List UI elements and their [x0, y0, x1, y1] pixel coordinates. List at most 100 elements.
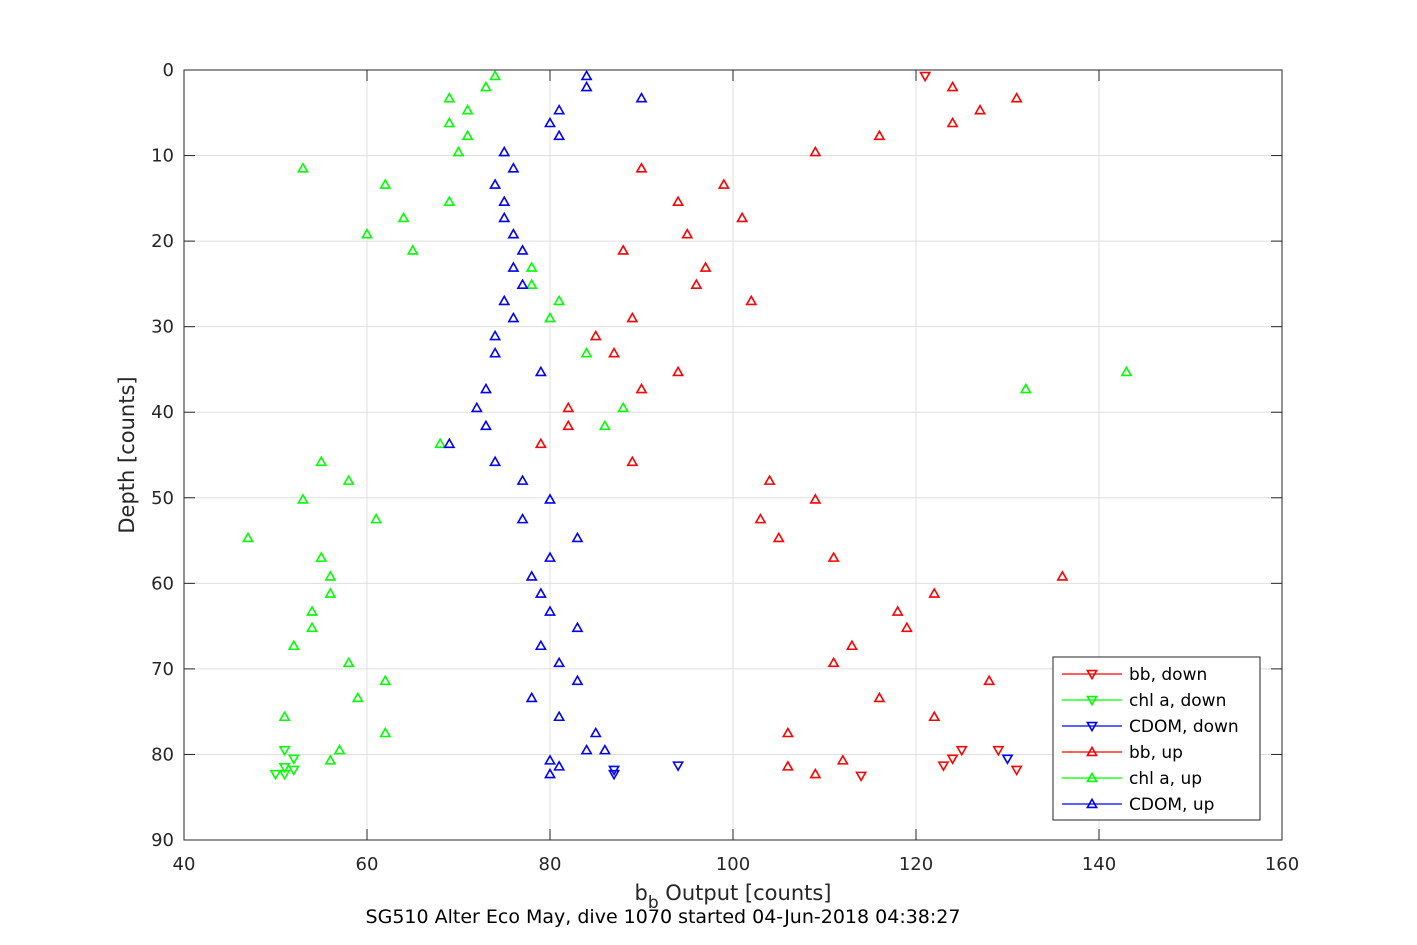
legend-label: CDOM, down — [1129, 717, 1239, 737]
data-point — [315, 551, 328, 562]
legend-label: chl a, up — [1129, 769, 1202, 789]
data-point — [553, 710, 566, 722]
data-point — [498, 294, 511, 306]
legend-label: bb, down — [1129, 665, 1207, 685]
data-point — [873, 691, 886, 703]
y-tick-label: 40 — [151, 402, 174, 423]
data-point — [562, 419, 575, 431]
legend-label: CDOM, up — [1129, 795, 1214, 815]
data-point — [571, 621, 584, 633]
data-point — [690, 278, 703, 289]
data-point — [525, 278, 538, 289]
data-point — [608, 346, 621, 358]
data-point — [553, 103, 566, 115]
data-point — [379, 674, 392, 686]
data-point — [397, 211, 410, 223]
data-point — [370, 512, 383, 524]
data-point — [452, 145, 465, 157]
legend-item: CDOM, up — [1062, 795, 1214, 815]
data-point — [717, 178, 730, 189]
x-axis-label-main: b — [634, 881, 647, 905]
x-tick-label: 120 — [899, 854, 933, 875]
data-point — [589, 726, 602, 738]
legend-item: chl a, down — [1062, 691, 1226, 711]
data-point — [598, 419, 611, 431]
data-point — [827, 551, 840, 562]
data-point — [498, 211, 511, 223]
data-point — [287, 639, 300, 651]
data-point — [507, 261, 520, 272]
data-point — [1001, 754, 1014, 765]
data-point — [928, 710, 941, 722]
data-point — [672, 195, 685, 207]
data-point — [342, 656, 355, 668]
data-point — [580, 69, 593, 81]
data-point — [1019, 382, 1032, 394]
data-point — [845, 639, 858, 651]
data-point — [498, 145, 511, 157]
data-point — [946, 116, 959, 128]
data-point — [443, 116, 456, 128]
data-point — [809, 767, 822, 779]
data-point — [873, 129, 886, 141]
data-point — [1010, 92, 1023, 103]
series-4 — [242, 69, 1133, 765]
y-tick-label: 70 — [151, 659, 174, 680]
x-tick-label: 80 — [539, 854, 562, 875]
data-point — [974, 103, 987, 115]
data-point — [461, 103, 474, 115]
data-point — [443, 92, 456, 103]
data-point — [598, 743, 611, 755]
data-point — [544, 116, 556, 128]
x-axis-label-subscript: b — [648, 893, 659, 913]
data-point — [781, 726, 794, 738]
data-point — [580, 743, 593, 755]
data-point — [278, 745, 291, 757]
data-point — [983, 674, 996, 686]
data-point — [516, 474, 529, 485]
data-point — [754, 512, 767, 524]
data-point — [379, 726, 392, 738]
data-point — [626, 311, 639, 323]
data-point — [553, 656, 566, 668]
x-tick-label: 60 — [356, 854, 379, 875]
data-point — [672, 365, 685, 377]
legend-item: bb, up — [1062, 743, 1183, 763]
data-point — [992, 745, 1005, 757]
data-point — [553, 294, 566, 306]
data-point — [809, 145, 822, 157]
data-point — [946, 754, 959, 765]
data-point — [672, 761, 685, 772]
data-point — [553, 760, 566, 771]
data-point — [544, 311, 556, 323]
data-point — [333, 743, 346, 755]
data-point — [516, 244, 529, 255]
legend-label: chl a, down — [1129, 691, 1226, 711]
data-point — [296, 493, 309, 504]
data-point — [544, 493, 556, 504]
x-tick-label: 140 — [1082, 854, 1116, 875]
data-point — [635, 162, 648, 173]
data-point — [470, 401, 483, 413]
data-point — [946, 80, 959, 92]
data-point — [635, 382, 648, 394]
data-point — [516, 278, 529, 289]
legend: bb, down chl a, down CDOM, down bb, up chl a… — [1052, 656, 1261, 821]
data-point — [626, 455, 639, 467]
data-point — [928, 587, 941, 598]
x-axis-label-rest: Output [counts] — [659, 881, 832, 905]
data-point — [479, 382, 492, 394]
data-point — [736, 211, 749, 223]
data-point — [489, 178, 502, 189]
legend-items: bb, down chl a, down CDOM, down bb, up chl a… — [1062, 665, 1239, 815]
data-point — [544, 551, 556, 562]
data-point — [351, 691, 364, 703]
data-point — [434, 437, 447, 449]
data-point — [489, 69, 502, 81]
data-point — [544, 767, 556, 779]
data-point — [278, 763, 291, 774]
data-point — [544, 605, 556, 616]
data-point — [534, 639, 547, 651]
data-point — [278, 710, 291, 722]
data-point — [891, 605, 904, 616]
